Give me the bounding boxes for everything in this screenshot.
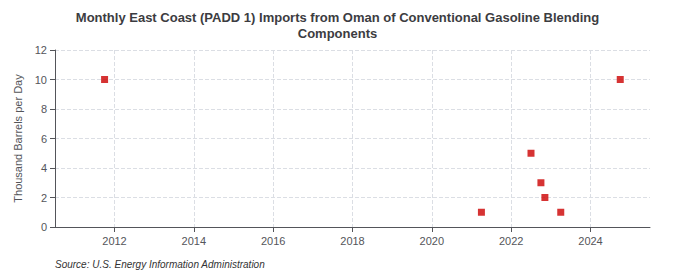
svg-text:2020: 2020 (420, 235, 444, 247)
svg-text:2012: 2012 (102, 235, 126, 247)
svg-text:12: 12 (35, 44, 47, 56)
svg-text:Components: Components (298, 26, 377, 41)
svg-text:Source: U.S. Energy Informatio: Source: U.S. Energy Information Administ… (55, 259, 265, 270)
svg-text:2024: 2024 (578, 235, 602, 247)
svg-text:Thousand Barrels per Day: Thousand Barrels per Day (12, 74, 24, 203)
svg-text:2: 2 (41, 192, 47, 204)
svg-text:10: 10 (35, 74, 47, 86)
svg-text:6: 6 (41, 133, 47, 145)
svg-text:8: 8 (41, 103, 47, 115)
svg-text:0: 0 (41, 221, 47, 233)
svg-text:4: 4 (41, 162, 47, 174)
svg-text:2018: 2018 (340, 235, 364, 247)
svg-text:Monthly East Coast (PADD 1) Im: Monthly East Coast (PADD 1) Imports from… (76, 10, 599, 25)
svg-text:2014: 2014 (182, 235, 206, 247)
svg-text:2016: 2016 (261, 235, 285, 247)
svg-text:2022: 2022 (499, 235, 523, 247)
